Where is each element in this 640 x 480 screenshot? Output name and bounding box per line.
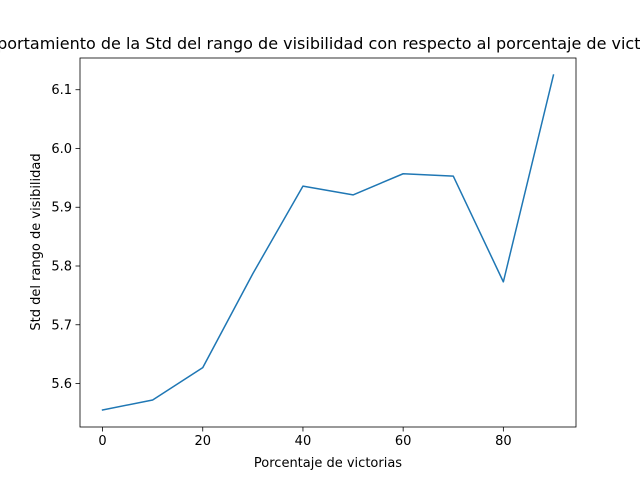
y-tick-label: 5.6	[51, 377, 72, 392]
y-axis-label: Std del rango de visibilidad	[29, 153, 44, 330]
x-tick-label: 80	[495, 434, 512, 449]
plot-frame	[79, 57, 577, 428]
x-tick-label: 40	[295, 434, 312, 449]
series-line-0	[101, 74, 555, 411]
y-tick-label: 6.1	[51, 83, 72, 98]
chart-title: Comportamiento de la Std del rango de vi…	[0, 34, 640, 53]
x-axis-label: Porcentaje de victorias	[254, 456, 402, 471]
x-tick-label: 60	[395, 434, 412, 449]
plot-area: 0 20 40 60 80 5.6 5.7 5.8 5.9 6.0 6.1	[51, 57, 577, 449]
x-tick-label: 20	[194, 434, 211, 449]
y-tick-label: 5.8	[51, 260, 72, 275]
y-tick-label: 6.0	[51, 142, 72, 157]
y-tick-label: 5.7	[51, 318, 72, 333]
x-tick-label: 0	[98, 434, 106, 449]
y-tick-label: 5.9	[51, 201, 72, 216]
